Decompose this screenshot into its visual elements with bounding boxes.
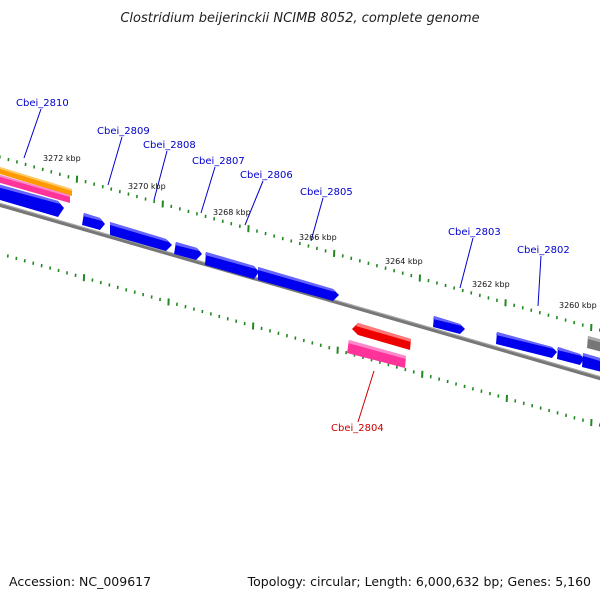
gene-label[interactable]: Cbei_2806	[240, 170, 293, 181]
gene-label-group[interactable]: Cbei_2810	[16, 98, 69, 159]
scale-label: 3264 kbp	[385, 257, 423, 266]
scale-label: 3262 kbp	[472, 280, 510, 289]
gene-label[interactable]: Cbei_2802	[517, 245, 570, 256]
gene-partial-gray	[587, 336, 600, 352]
gene-label-group[interactable]: Cbei_2802	[517, 245, 570, 307]
scale-label: 3266 kbp	[299, 233, 337, 242]
gene-label[interactable]: Cbei_2810	[16, 98, 69, 109]
gene-label[interactable]: Cbei_2809	[97, 126, 150, 137]
gene-forward[interactable]	[258, 267, 339, 301]
gene-label-group[interactable]: Cbei_2805	[300, 187, 353, 242]
gene-forward[interactable]	[0, 182, 64, 217]
gene-label[interactable]: Cbei_2808	[143, 140, 196, 151]
gene-label-group[interactable]: Cbei_2803	[448, 227, 501, 289]
gene-forward[interactable]	[110, 222, 172, 251]
accession-label: Accession: NC_009617	[9, 574, 151, 589]
scale-label: 3270 kbp	[128, 182, 166, 191]
gene-forward[interactable]	[557, 347, 584, 365]
genome-summary: Topology: circular; Length: 6,000,632 bp…	[247, 574, 591, 589]
scale-label: 3272 kbp	[43, 154, 81, 163]
gene-reverse[interactable]	[352, 323, 411, 350]
outer-tick-track	[0, 155, 600, 332]
gene-forward[interactable]	[82, 213, 105, 230]
rna-feature-orange	[0, 167, 72, 196]
gene-label-group[interactable]: Cbei_2808	[143, 140, 196, 201]
gene-label[interactable]: Cbei_2803	[448, 227, 501, 238]
gene-label[interactable]: Cbei_2805	[300, 187, 353, 198]
scale-label: 3260 kbp	[559, 301, 597, 310]
gene-label-group[interactable]: Cbei_2809	[97, 126, 150, 186]
inner-tick-track	[6, 254, 600, 427]
genome-title: Clostridium beijerinckii NCIMB 8052, com…	[120, 11, 479, 26]
gene-label-group[interactable]: Cbei_2806	[240, 170, 293, 226]
gene-label[interactable]: Cbei_2804	[331, 423, 384, 434]
rna-feature-pink	[347, 340, 406, 368]
gene-forward[interactable]	[174, 242, 202, 260]
gene-label[interactable]: Cbei_2807	[192, 156, 245, 167]
gene-forward[interactable]	[433, 316, 465, 334]
gene-label-group[interactable]: Cbei_2807	[192, 156, 245, 214]
rna-feature-pink	[0, 174, 70, 203]
gene-label-group[interactable]: Cbei_2804	[331, 370, 384, 434]
gene-forward[interactable]	[205, 252, 259, 279]
gene-forward[interactable]	[496, 332, 557, 358]
scale-label: 3268 kbp	[213, 208, 251, 217]
gene-forward[interactable]	[582, 353, 600, 374]
